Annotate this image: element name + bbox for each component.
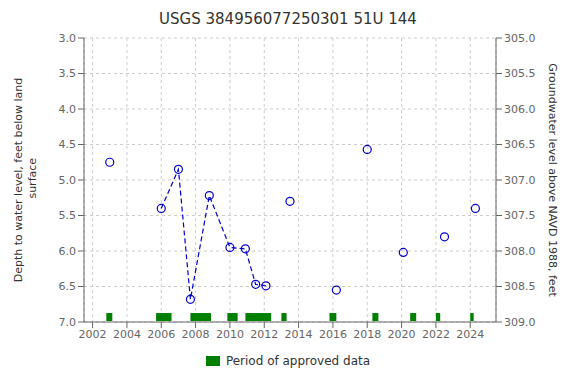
- svg-text:309.0: 309.0: [504, 316, 536, 329]
- svg-text:4.0: 4.0: [59, 103, 77, 116]
- svg-text:7.0: 7.0: [59, 316, 77, 329]
- svg-text:2022: 2022: [422, 328, 450, 341]
- svg-text:308.0: 308.0: [504, 245, 536, 258]
- svg-text:306.5: 306.5: [504, 138, 536, 151]
- svg-text:305.0: 305.0: [504, 32, 536, 45]
- svg-text:5.0: 5.0: [59, 174, 77, 187]
- svg-text:306.0: 306.0: [504, 103, 536, 116]
- svg-text:2008: 2008: [182, 328, 210, 341]
- svg-text:6.0: 6.0: [59, 245, 77, 258]
- svg-text:Groundwater level above NAVD 1: Groundwater level above NAVD 1988, feet: [546, 63, 559, 297]
- svg-text:3.0: 3.0: [59, 32, 77, 45]
- svg-text:307.0: 307.0: [504, 174, 536, 187]
- svg-text:2020: 2020: [388, 328, 416, 341]
- svg-text:3.5: 3.5: [59, 67, 77, 80]
- svg-text:2018: 2018: [353, 328, 381, 341]
- svg-text:5.5: 5.5: [59, 209, 77, 222]
- svg-text:305.5: 305.5: [504, 67, 536, 80]
- svg-text:2012: 2012: [250, 328, 278, 341]
- svg-text:2016: 2016: [319, 328, 347, 341]
- svg-text:2014: 2014: [285, 328, 313, 341]
- svg-text:2024: 2024: [456, 328, 484, 341]
- svg-text:2002: 2002: [79, 328, 107, 341]
- svg-text:6.5: 6.5: [59, 280, 77, 293]
- svg-text:2006: 2006: [147, 328, 175, 341]
- svg-text:2010: 2010: [216, 328, 244, 341]
- svg-text:2004: 2004: [113, 328, 141, 341]
- svg-text:307.5: 307.5: [504, 209, 536, 222]
- svg-text:4.5: 4.5: [59, 138, 77, 151]
- svg-text:308.5: 308.5: [504, 280, 536, 293]
- html-text:Period of approved data: Period of approved data: [225, 354, 371, 368]
- svg-text:Depth to water level, feet bel: Depth to water level, feet below land su…: [12, 78, 38, 283]
- html-text:USGS 384956077250301 51U 144: USGS 384956077250301 51U 144: [159, 10, 417, 28]
